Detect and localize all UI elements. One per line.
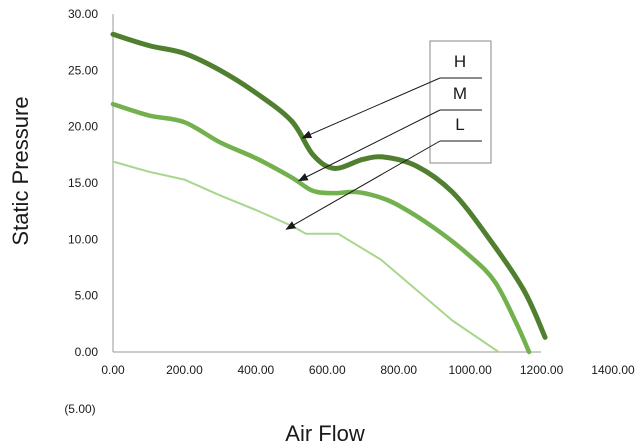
- legend-leader-h: [301, 77, 441, 139]
- x-tick-label: 200.00: [166, 363, 203, 377]
- y-tick-labels: 0.00 5.00 10.00 15.00 20.00 25.00 30.00: [68, 7, 98, 359]
- y-tick-label: 15.00: [68, 176, 98, 190]
- legend-leader-m: [297, 109, 441, 182]
- y-tick-label: 30.00: [68, 7, 98, 21]
- x-tick-label: 600.00: [309, 363, 346, 377]
- x-tick-label: 800.00: [380, 363, 417, 377]
- legend: HML: [285, 40, 492, 230]
- series-lines: [110, 31, 548, 355]
- x-tick-labels: 0.00 200.00 400.00 600.00 800.00 1000.00 1200.…: [101, 363, 635, 377]
- y-tick-label: 0.00: [75, 345, 99, 359]
- x-tick-label: 0.00: [101, 363, 125, 377]
- y-tick-label: 5.00: [75, 289, 99, 303]
- legend-label-m: M: [453, 84, 467, 103]
- series-line-h: [110, 31, 548, 340]
- legend-entries: HML: [285, 52, 482, 230]
- x-tick-label: 1200.00: [520, 363, 564, 377]
- series-line-m: [110, 101, 532, 355]
- y-tick-label: 25.00: [68, 63, 98, 77]
- y-tick-label: 10.00: [68, 232, 98, 246]
- y-tick-label: 20.00: [68, 120, 98, 134]
- x-tick-label: 400.00: [238, 363, 275, 377]
- x-axis-title: Air Flow: [285, 421, 365, 446]
- legend-label-h: H: [454, 52, 466, 71]
- legend-label-l: L: [455, 115, 464, 134]
- legend-box: [429, 40, 492, 164]
- axes: [112, 14, 541, 353]
- negative-tick-label: (5.00): [64, 402, 95, 416]
- series-line-l: [112, 160, 500, 353]
- y-axis-title: Static Pressure: [8, 96, 33, 245]
- x-tick-label: 1000.00: [448, 363, 492, 377]
- legend-leader-l: [285, 140, 441, 230]
- x-tick-label: 1400.00: [591, 363, 635, 377]
